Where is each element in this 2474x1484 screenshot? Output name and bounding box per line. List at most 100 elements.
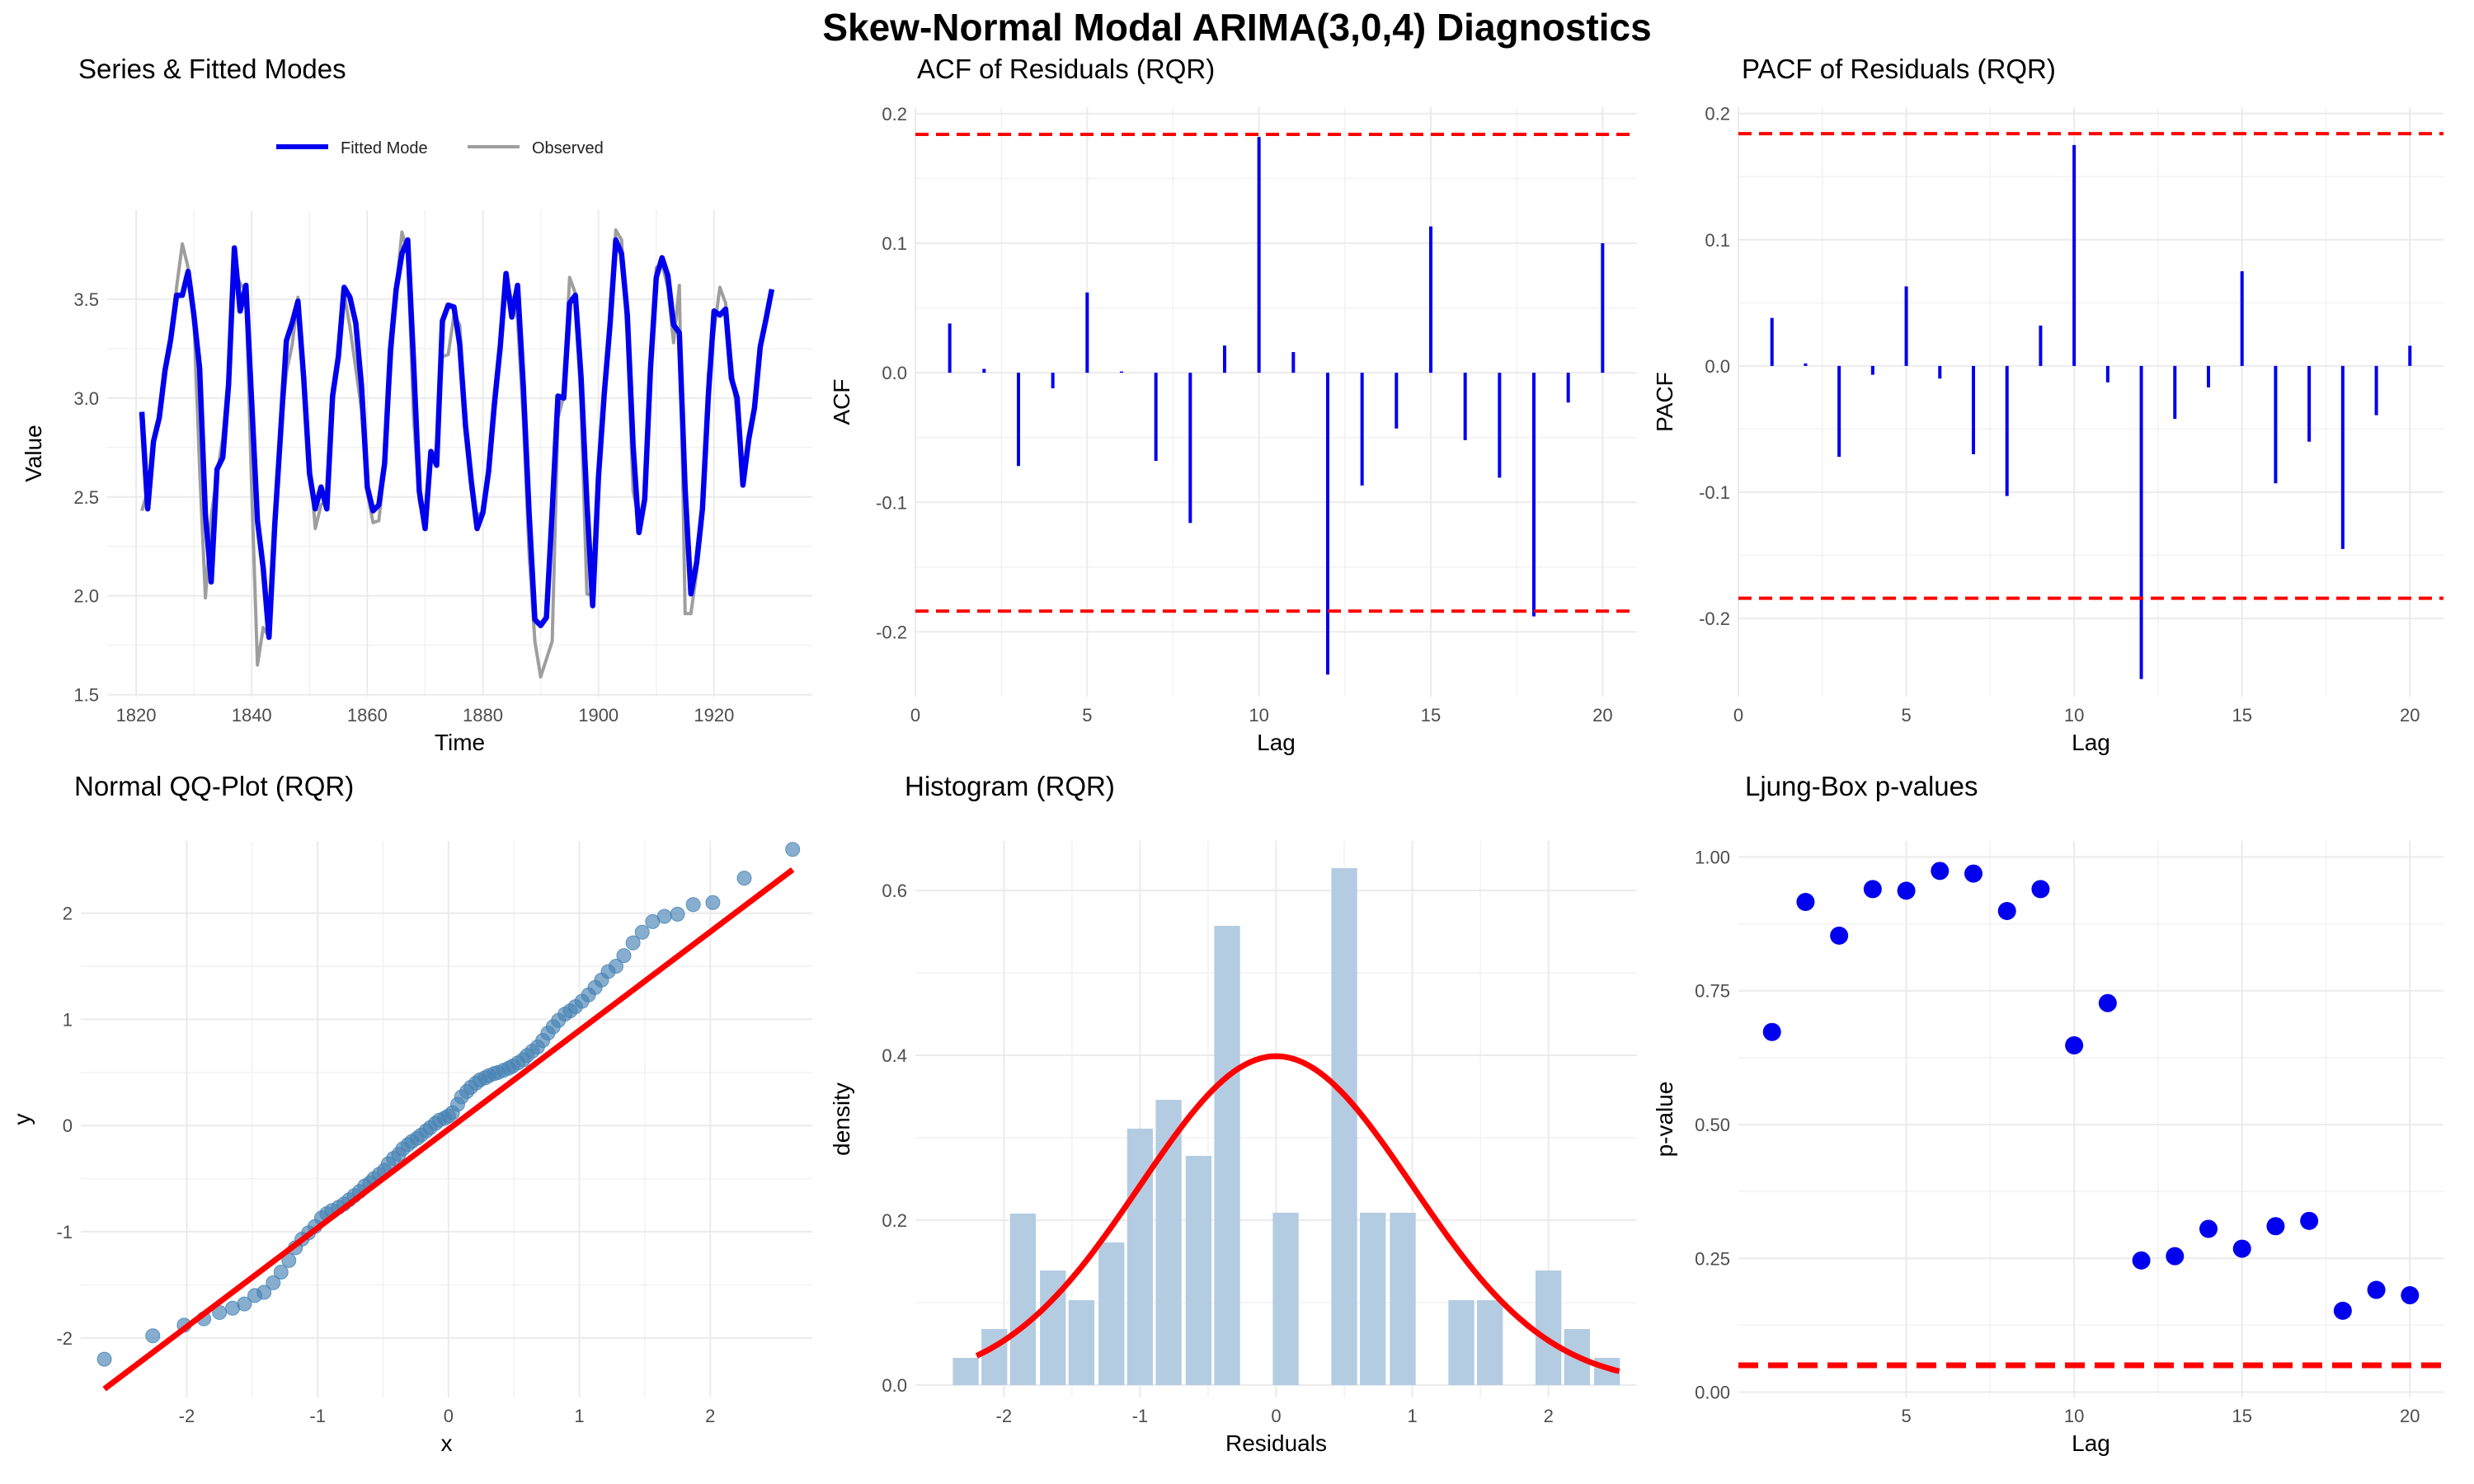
legend-label-observed: Observed bbox=[532, 139, 604, 157]
qq-point bbox=[670, 906, 685, 922]
histogram-bar bbox=[1068, 1300, 1095, 1385]
ljung-box-point-lag-9 bbox=[2031, 880, 2050, 899]
y-tick-label: -2 bbox=[56, 1328, 73, 1349]
y-tick-label: 0.75 bbox=[1695, 981, 1730, 1002]
x-tick-label: 15 bbox=[2232, 705, 2251, 726]
x-tick-label: 20 bbox=[2400, 1406, 2420, 1426]
ljung-box-point-lag-6 bbox=[1931, 862, 1950, 881]
y-tick-label: -0.2 bbox=[1699, 608, 1730, 629]
x-tick-label: 15 bbox=[2232, 1406, 2251, 1426]
y-tick-label: 0.0 bbox=[1705, 356, 1730, 377]
y-tick-label: 0.2 bbox=[882, 1210, 907, 1231]
x-tick-label: 0 bbox=[910, 705, 920, 726]
qq-point bbox=[266, 1275, 281, 1290]
histogram-bar bbox=[1214, 926, 1240, 1385]
y-axis-label: ACF bbox=[829, 379, 854, 425]
x-tick-label: 1860 bbox=[347, 705, 388, 726]
panel-title: Series & Fitted Modes bbox=[78, 54, 346, 84]
histogram-bar bbox=[1098, 1242, 1125, 1385]
y-tick-label: -0.1 bbox=[1699, 482, 1730, 503]
x-tick-label: 5 bbox=[1901, 1406, 1911, 1426]
y-tick-label: 0.0 bbox=[882, 363, 907, 383]
panel-title: Normal QQ-Plot (RQR) bbox=[74, 771, 354, 801]
qq-point bbox=[625, 935, 641, 951]
ljung-box-point-lag-20 bbox=[2401, 1286, 2420, 1305]
y-tick-label: 0.00 bbox=[1695, 1383, 1730, 1403]
ljung-box-point-lag-17 bbox=[2300, 1211, 2319, 1230]
qq-point bbox=[656, 909, 672, 924]
y-axis-label: density bbox=[829, 1082, 854, 1156]
x-tick-label: -1 bbox=[1132, 1406, 1149, 1426]
x-tick-label: 2 bbox=[705, 1406, 715, 1426]
qq-point bbox=[685, 897, 701, 913]
y-tick-label: 0.25 bbox=[1695, 1248, 1730, 1269]
y-tick-label: 1 bbox=[63, 1009, 73, 1030]
ljung-box-point-lag-11 bbox=[2098, 993, 2117, 1012]
y-tick-label: 1.00 bbox=[1695, 847, 1730, 867]
x-tick-label: 5 bbox=[1901, 705, 1911, 726]
y-tick-label: 2.0 bbox=[73, 586, 99, 607]
x-tick-label: 1 bbox=[1407, 1406, 1417, 1426]
x-tick-label: 20 bbox=[2400, 705, 2420, 726]
qq-point bbox=[616, 948, 632, 964]
histogram-bar bbox=[1536, 1270, 1562, 1385]
y-axis-label: Value bbox=[21, 425, 46, 482]
y-tick-label: 0.1 bbox=[882, 233, 907, 254]
ljung-box-point-lag-14 bbox=[2199, 1219, 2218, 1238]
y-tick-label: 2.5 bbox=[73, 487, 99, 508]
y-tick-label: -1 bbox=[56, 1222, 73, 1242]
qq-point bbox=[281, 1252, 297, 1268]
panel-6: 0.00 0.25 0.50 0.75 1.00 5 10 15 20 Ljung-Box p-v… bbox=[1652, 771, 2443, 1456]
y-tick-label: 2 bbox=[63, 904, 73, 924]
x-tick-label: 1920 bbox=[694, 705, 734, 726]
histogram-bar bbox=[1185, 1156, 1212, 1385]
x-tick-label: 15 bbox=[1421, 705, 1441, 726]
qq-point bbox=[256, 1284, 272, 1300]
x-tick-label: 1840 bbox=[232, 705, 272, 726]
ljung-box-point-lag-3 bbox=[1830, 926, 1849, 945]
ljung-box-point-lag-19 bbox=[2367, 1280, 2386, 1299]
y-tick-label: 0.2 bbox=[1705, 104, 1730, 124]
ljung-box-point-lag-1 bbox=[1762, 1022, 1781, 1041]
histogram-bar bbox=[952, 1358, 979, 1385]
ljung-box-point-lag-5 bbox=[1897, 881, 1916, 900]
histogram-bar bbox=[1331, 868, 1357, 1385]
x-tick-label: 10 bbox=[1249, 705, 1268, 726]
qq-point bbox=[785, 842, 801, 857]
histogram-bar bbox=[1477, 1300, 1503, 1385]
x-tick-label: 10 bbox=[2064, 1406, 2084, 1426]
y-tick-label: 0.0 bbox=[882, 1375, 907, 1396]
figure-title: Skew-Normal Modal ARIMA(3,0,4) Diagnosti… bbox=[822, 6, 1652, 49]
y-axis-label: y bbox=[9, 1114, 35, 1125]
series-line-fitted-mode bbox=[139, 237, 775, 641]
ljung-box-point-lag-2 bbox=[1796, 892, 1815, 911]
x-tick-label: 2 bbox=[1544, 1406, 1554, 1426]
x-tick-label: -2 bbox=[179, 1406, 195, 1426]
x-axis-label: x bbox=[441, 1430, 453, 1456]
legend-label-fitted-mode: Fitted Mode bbox=[341, 139, 428, 157]
qq-reference-line bbox=[102, 866, 795, 1392]
y-tick-label: 3.0 bbox=[73, 388, 99, 409]
ljung-box-point-lag-12 bbox=[2132, 1251, 2151, 1270]
x-tick-label: 0 bbox=[1733, 705, 1743, 726]
histogram-bar bbox=[1390, 1213, 1416, 1385]
panel-2: -0.2 -0.1 0.0 0.1 0.2 0 5 10 15 20 ACF of Residual… bbox=[829, 54, 1637, 755]
histogram-bar bbox=[1272, 1213, 1299, 1385]
histogram-bar bbox=[981, 1329, 1008, 1385]
x-tick-label: 1900 bbox=[578, 705, 618, 726]
x-tick-label: 0 bbox=[444, 1406, 454, 1426]
x-tick-label: 1 bbox=[574, 1406, 584, 1426]
panel-title: ACF of Residuals (RQR) bbox=[917, 54, 1215, 84]
x-tick-label: 20 bbox=[1592, 705, 1612, 726]
histogram-bar bbox=[1448, 1300, 1475, 1385]
ljung-box-point-lag-15 bbox=[2232, 1239, 2251, 1258]
qq-point bbox=[736, 871, 752, 886]
x-tick-label: 0 bbox=[1271, 1406, 1281, 1426]
x-axis-label: Lag bbox=[2072, 1430, 2110, 1456]
y-tick-label: 0.4 bbox=[882, 1045, 907, 1066]
panel-1: 1.5 2.0 2.5 3.0 3.5 1820 1840 1860 1880 1900 1920 S… bbox=[21, 54, 812, 755]
y-tick-label: -0.2 bbox=[876, 622, 907, 642]
ljung-box-point-lag-10 bbox=[2065, 1036, 2084, 1054]
qq-point bbox=[705, 895, 721, 910]
